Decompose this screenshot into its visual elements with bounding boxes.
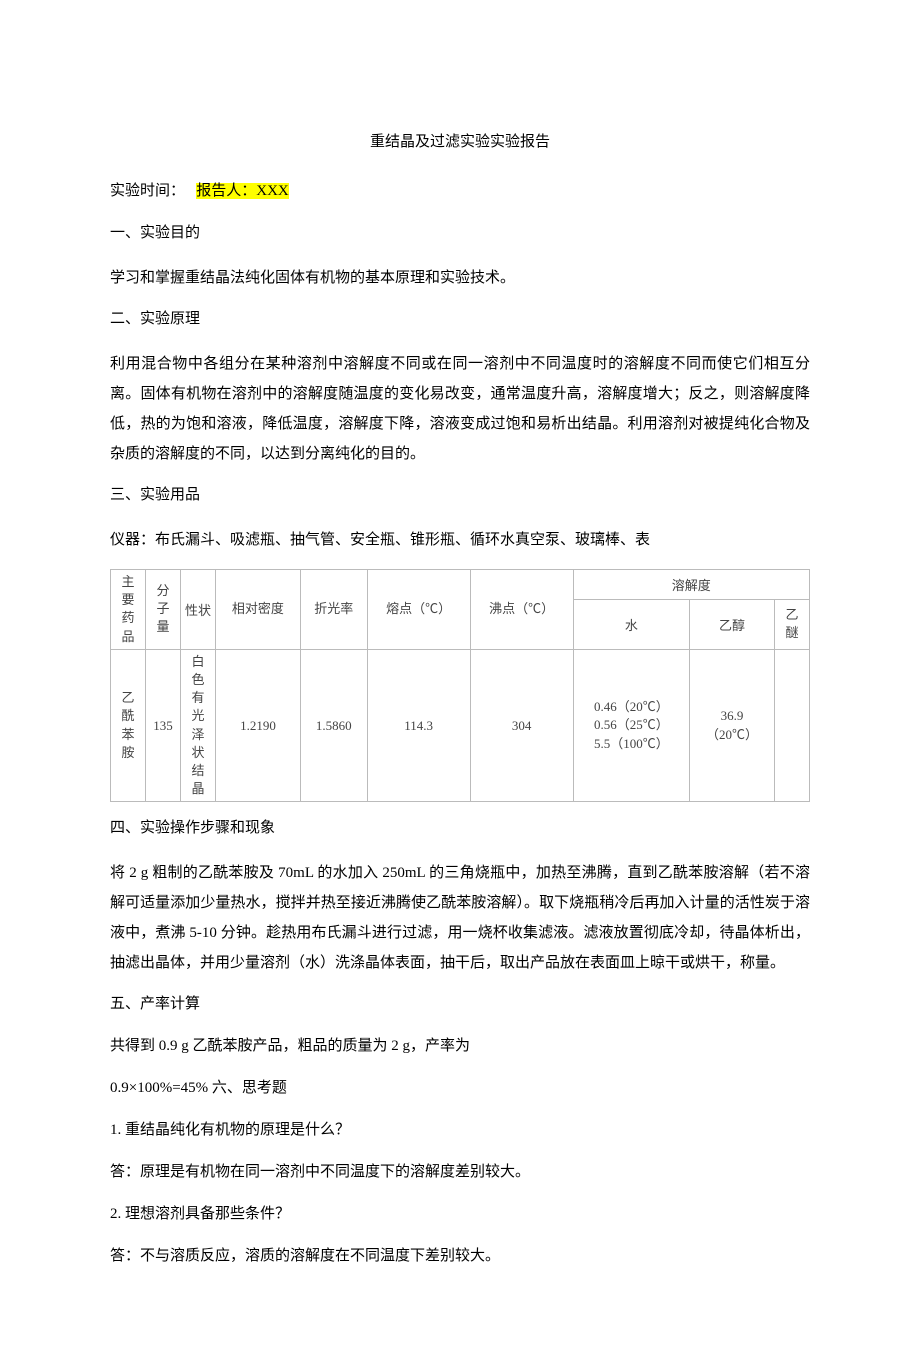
td-refraction: 1.5860	[300, 649, 367, 802]
section-3-heading: 三、实验用品	[110, 483, 810, 507]
td-appearance: 白色有光泽状结晶	[181, 649, 216, 802]
section-1-heading: 一、实验目的	[110, 221, 810, 245]
table-row: 乙酰苯胺 135 白色有光泽状结晶 1.2190 1.5860 114.3 30…	[111, 649, 810, 802]
page: 重结晶及过滤实验实验报告 实验时间： 报告人：XXX 一、实验目的 学习和掌握重…	[0, 0, 920, 1346]
th-density: 相对密度	[216, 570, 301, 650]
th-refraction: 折光率	[300, 570, 367, 650]
section-1-body: 学习和掌握重结晶法纯化固体有机物的基本原理和实验技术。	[110, 263, 810, 293]
time-label: 实验时间：	[110, 183, 185, 199]
section-5-line-2: 0.9×100%=45% 六、思考题	[110, 1076, 810, 1100]
td-ether	[775, 649, 810, 802]
doc-title: 重结晶及过滤实验实验报告	[110, 130, 810, 151]
td-water: 0.46（20℃） 0.56（25℃） 5.5（100℃）	[573, 649, 690, 802]
th-appearance: 性状	[181, 570, 216, 650]
chemical-table: 主要药品 分子量 性状 相对密度 折光率 熔点（℃） 沸点（℃） 溶解度 水 乙…	[110, 569, 810, 802]
meta-line: 实验时间： 报告人：XXX	[110, 179, 810, 203]
td-ethanol-l2: （20℃）	[694, 726, 770, 744]
section-3-body: 仪器：布氏漏斗、吸滤瓶、抽气管、安全瓶、锥形瓶、循环水真空泵、玻璃棒、表	[110, 525, 810, 555]
th-bp: 沸点（℃）	[470, 570, 573, 650]
td-mp: 114.3	[367, 649, 470, 802]
td-water-l2: 0.56（25℃）	[578, 716, 686, 734]
td-drug: 乙酰苯胺	[111, 649, 146, 802]
section-4-body: 将 2 g 粗制的乙酰苯胺及 70mL 的水加入 250mL 的三角烧瓶中，加热…	[110, 858, 810, 978]
section-2-heading: 二、实验原理	[110, 307, 810, 331]
td-ethanol: 36.9 （20℃）	[690, 649, 775, 802]
th-mw: 分子量	[146, 570, 181, 650]
reporter-highlight: 报告人：XXX	[196, 183, 289, 199]
td-water-l1: 0.46（20℃）	[578, 698, 686, 716]
answer-1: 答：原理是有机物在同一溶剂中不同温度下的溶解度差别较大。	[110, 1160, 810, 1184]
th-water: 水	[573, 599, 690, 649]
td-density: 1.2190	[216, 649, 301, 802]
td-mw: 135	[146, 649, 181, 802]
section-5-line-1: 共得到 0.9 g 乙酰苯胺产品，粗品的质量为 2 g，产率为	[110, 1034, 810, 1058]
th-ether: 乙醚	[775, 599, 810, 649]
answer-2: 答：不与溶质反应，溶质的溶解度在不同温度下差别较大。	[110, 1244, 810, 1268]
td-bp: 304	[470, 649, 573, 802]
section-4-heading: 四、实验操作步骤和现象	[110, 816, 810, 840]
th-mp: 熔点（℃）	[367, 570, 470, 650]
section-2-body: 利用混合物中各组分在某种溶剂中溶解度不同或在同一溶剂中不同温度时的溶解度不同而使…	[110, 349, 810, 469]
th-ethanol: 乙醇	[690, 599, 775, 649]
section-5-heading: 五、产率计算	[110, 992, 810, 1016]
question-2: 2. 理想溶剂具备那些条件？	[110, 1202, 810, 1226]
td-water-l3: 5.5（100℃）	[578, 735, 686, 753]
question-1: 1. 重结晶纯化有机物的原理是什么？	[110, 1118, 810, 1142]
th-drug: 主要药品	[111, 570, 146, 650]
table-header-row-1: 主要药品 分子量 性状 相对密度 折光率 熔点（℃） 沸点（℃） 溶解度	[111, 570, 810, 600]
th-solubility: 溶解度	[573, 570, 809, 600]
td-ethanol-l1: 36.9	[694, 707, 770, 725]
